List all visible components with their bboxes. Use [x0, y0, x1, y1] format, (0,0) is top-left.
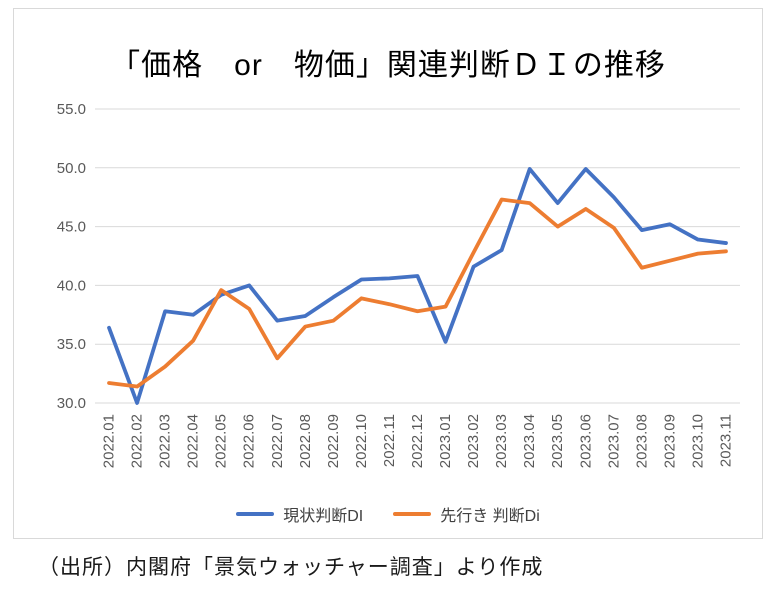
- x-axis-tick-label: 2023.08: [633, 414, 650, 468]
- x-axis-tick-label: 2023.05: [549, 414, 566, 468]
- legend-swatch: [236, 512, 275, 516]
- x-axis-tick-label: 2023.03: [493, 414, 510, 468]
- x-axis-tick-label: 2022.04: [185, 414, 202, 468]
- x-axis-tick-label: 2022.12: [409, 414, 426, 468]
- x-axis-tick-label: 2022.07: [269, 414, 286, 468]
- x-axis-tick-label: 2023.10: [689, 414, 706, 468]
- x-axis-tick-label: 2022.06: [241, 414, 258, 468]
- series-line-先行き 判断Di: [107, 197, 728, 389]
- y-axis-tick-label: 35.0: [57, 336, 86, 353]
- y-axis-tick-label: 45.0: [57, 219, 86, 236]
- y-axis-tick-label: 55.0: [57, 101, 86, 118]
- x-axis-tick-label: 2023.11: [717, 414, 734, 467]
- x-axis-tick-label: 2022.03: [157, 414, 174, 468]
- legend-swatch: [393, 512, 432, 516]
- x-axis-tick-label: 2022.10: [353, 414, 370, 468]
- chart-frame: [13, 8, 763, 539]
- source-note: （出所）内閣府「景気ウォッチャー調査」より作成: [38, 556, 544, 579]
- x-axis-tick-label: 2022.02: [129, 414, 146, 468]
- chart-title: 「価格 or 物価」関連判断ＤＩの推移: [110, 49, 666, 82]
- legend-label: 先行き 判断Di: [440, 508, 540, 525]
- series-line-現状判断DI: [107, 167, 728, 405]
- x-axis-tick-label: 2023.07: [605, 414, 622, 468]
- x-axis-tick-label: 2022.09: [325, 414, 342, 468]
- legend-item: 現状判断DI: [236, 502, 363, 526]
- legend-label: 現状判断DI: [283, 508, 364, 525]
- y-axis-tick-label: 50.0: [57, 160, 86, 177]
- legend-item: 先行き 判断Di: [393, 502, 540, 526]
- x-axis-tick-label: 2023.06: [577, 414, 594, 468]
- x-axis-tick-label: 2022.05: [213, 414, 230, 468]
- chart-legend: 現状判断DI 先行き 判断Di: [13, 501, 763, 527]
- x-axis-tick-label: 2023.04: [521, 414, 538, 468]
- x-axis-tick-label: 2022.01: [101, 414, 118, 468]
- x-axis-tick-label: 2022.11: [381, 414, 398, 467]
- y-axis-tick-label: 40.0: [57, 277, 86, 294]
- x-axis-tick-label: 2023.01: [437, 414, 454, 468]
- x-axis-tick-label: 2023.09: [661, 414, 678, 468]
- x-axis-tick-label: 2022.08: [297, 414, 314, 468]
- x-axis-tick-label: 2023.02: [465, 414, 482, 468]
- y-axis-tick-label: 30.0: [57, 395, 86, 412]
